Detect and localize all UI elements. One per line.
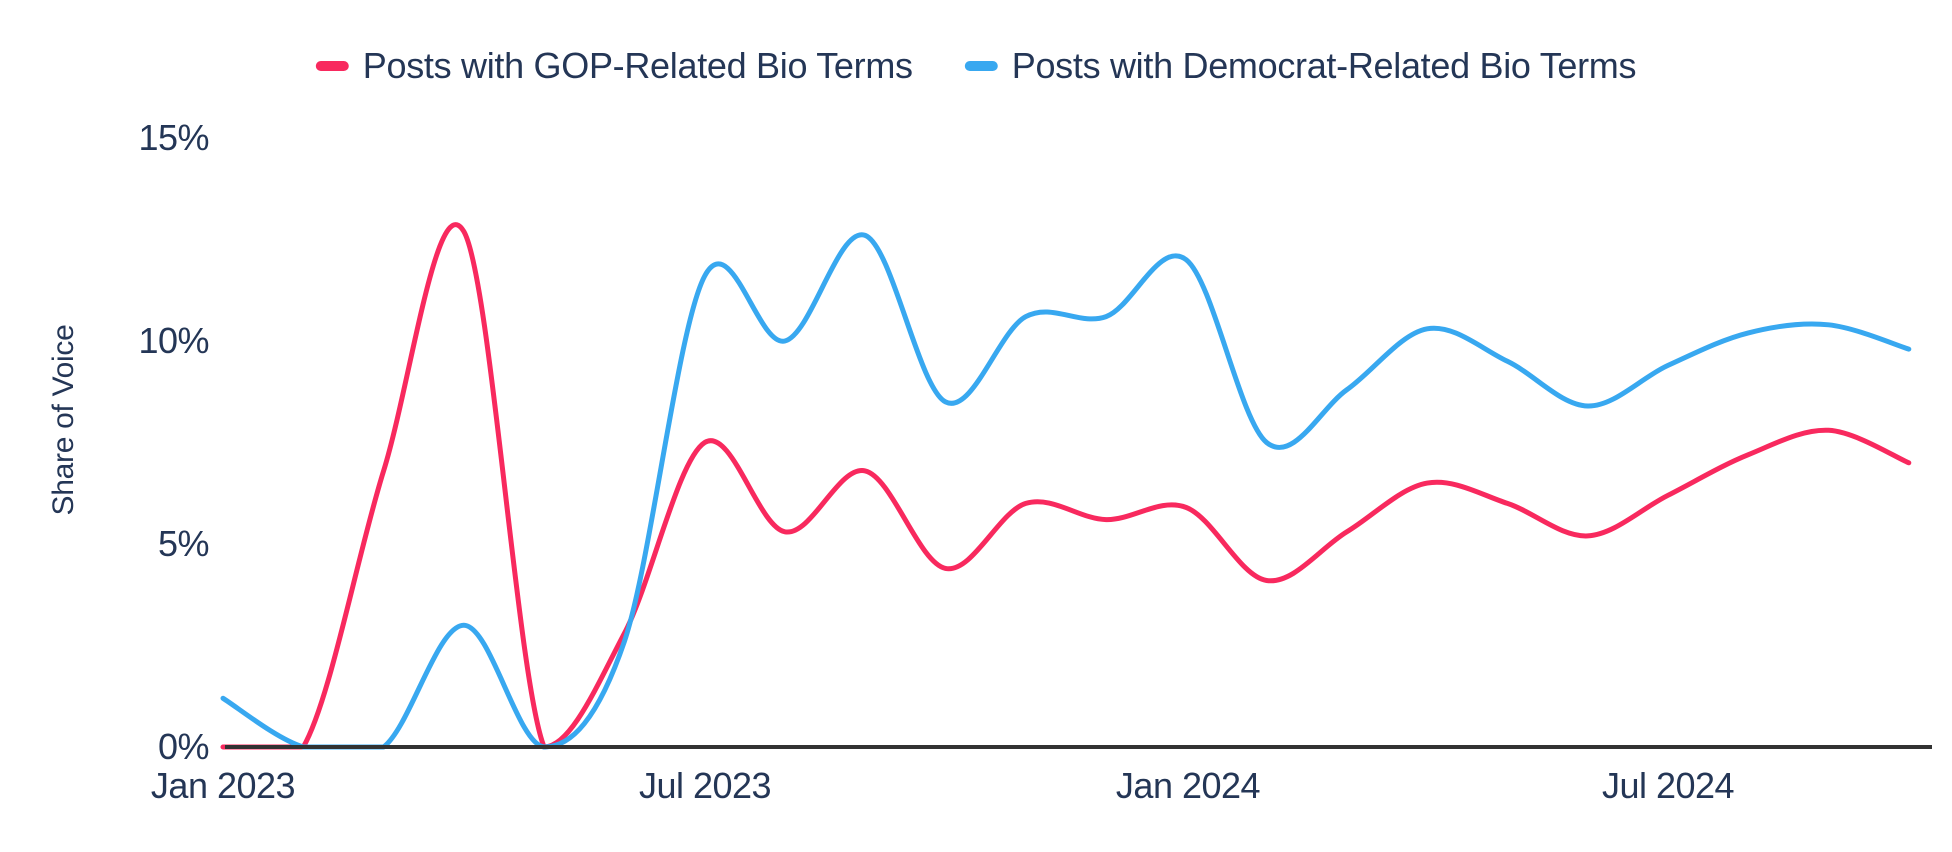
gop-series-marker-icon xyxy=(315,61,349,71)
legend-label-gop: Posts with GOP-Related Bio Terms xyxy=(362,45,913,86)
series-democrat-line xyxy=(220,232,1912,750)
legend-item-gop: Posts with GOP-Related Bio Terms xyxy=(315,44,913,88)
chart-legend: Posts with GOP-Related Bio Terms Posts w… xyxy=(315,44,1637,88)
x-tick-jan-2024: Jan 2024 xyxy=(1115,765,1261,806)
x-axis-line xyxy=(225,745,1932,749)
series-gop-line xyxy=(220,222,1912,750)
democrat-series-marker-icon xyxy=(964,61,998,71)
x-tick-jan-2023: Jan 2023 xyxy=(150,765,296,806)
legend-label-democrat: Posts with Democrat-Related Bio Terms xyxy=(1011,45,1637,86)
y-tick-10: 10% xyxy=(138,320,209,361)
y-tick-0: 0% xyxy=(157,726,210,767)
x-tick-jul-2023: Jul 2023 xyxy=(638,765,772,806)
x-tick-jul-2024: Jul 2024 xyxy=(1601,765,1735,806)
legend-item-democrat: Posts with Democrat-Related Bio Terms xyxy=(964,44,1637,88)
y-tick-15: 15% xyxy=(138,117,209,158)
y-tick-5: 5% xyxy=(157,523,210,564)
